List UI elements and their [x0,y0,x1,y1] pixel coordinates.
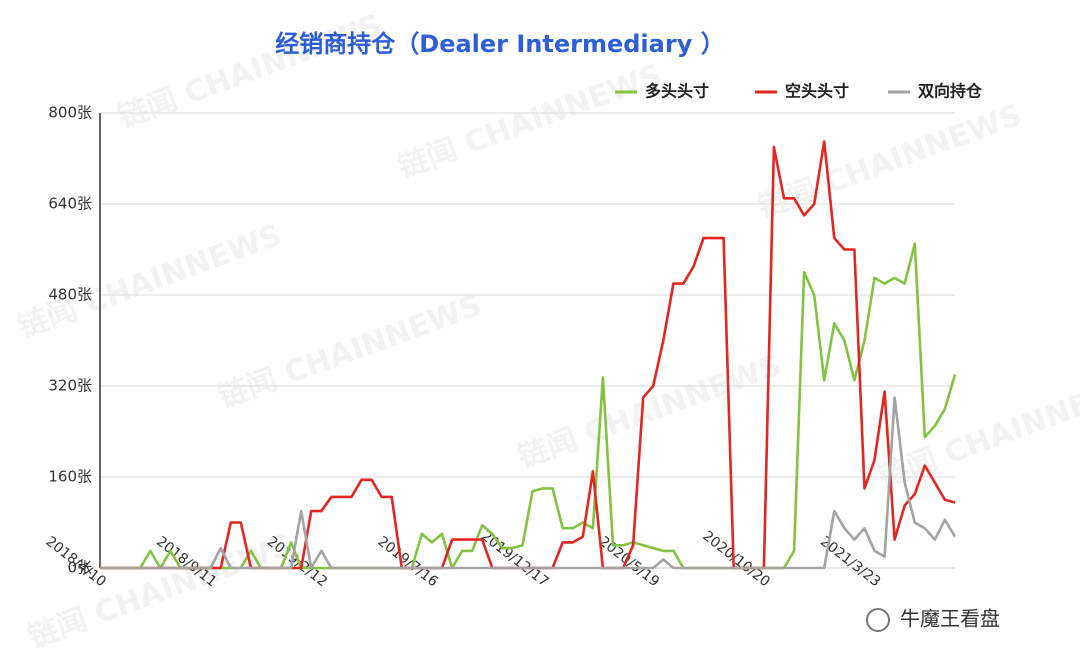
y-tick-label: 800张 [48,104,92,122]
watermark: 链闻 CHAINNEWS [514,348,787,476]
y-tick-label: 640张 [48,195,92,213]
credit-icon [866,608,890,632]
chart-title: 经销商持仓（Dealer Intermediary ） [275,30,724,58]
watermark: 链闻 CHAINNEWS [214,288,487,416]
x-tick-label: 2018/4/10 [42,533,108,590]
watermark: 链闻 CHAINNEWS [394,58,667,186]
legend-label: 多头头寸 [645,82,709,101]
x-tick-label: 2020/5/19 [596,533,662,590]
legend-label: 双向持仓 [918,82,983,101]
data-line [100,396,957,570]
watermark: 链闻 CHAINNEWS [114,8,387,136]
y-tick-label: 480张 [48,286,92,304]
x-tick-label: 2021/3/23 [817,533,883,590]
watermark: 链闻 CHAINNEWS [14,218,287,346]
data-line [100,140,956,570]
x-tick-label: 2020/10/20 [699,528,772,590]
y-tick-label: 0张 [67,559,92,577]
watermark: 链闻 CHAINNEWS [754,98,1027,226]
y-tick-label: 160张 [48,468,92,486]
legend-label: 空头头寸 [785,82,849,101]
y-tick-label: 320张 [48,377,92,395]
credit: 牛魔王看盘 [900,607,1000,631]
data-line [100,242,957,570]
